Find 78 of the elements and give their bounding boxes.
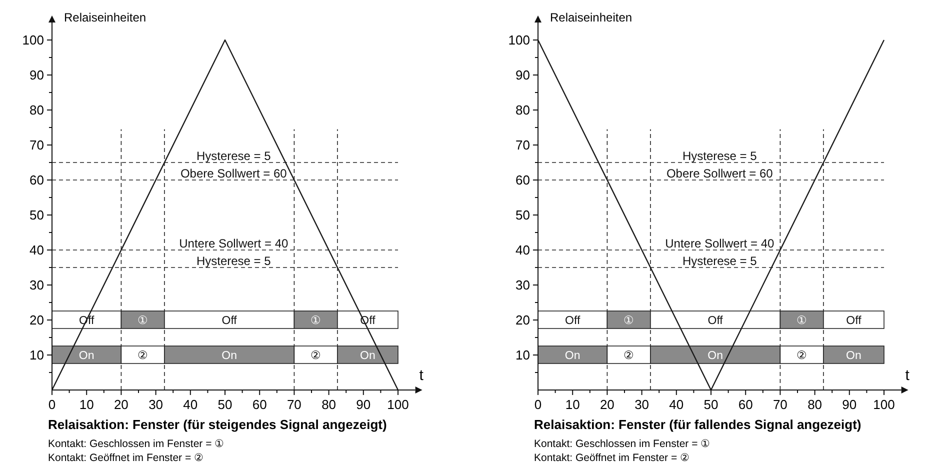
y-axis-title: Relaiseinheiten (550, 10, 632, 24)
y-tick-label: 90 (516, 68, 530, 82)
annotation: Hysterese = 5 (196, 149, 272, 163)
band-label: Off (708, 314, 724, 327)
text: Relaisaktion: Fenster (für fallendes Signal angezeigt) (534, 417, 862, 432)
y-tick-label: 30 (516, 278, 530, 292)
band-label: ② (623, 350, 634, 362)
x-tick-label: 20 (600, 397, 614, 412)
x-tick-label: 60 (252, 397, 267, 412)
x-tick-label: 90 (842, 397, 857, 412)
x-tick-label: 80 (322, 397, 336, 412)
y-tick-label: 100 (508, 32, 530, 48)
x-tick-label: 0 (48, 397, 56, 412)
y-tick-label: 50 (30, 208, 44, 222)
x-tick-label: 90 (356, 397, 371, 412)
x-tick-label: 100 (387, 397, 409, 412)
band-label: ① (796, 314, 808, 327)
x-tick-label: 20 (114, 397, 128, 412)
y-tick-label: 10 (30, 348, 44, 362)
text: Kontakt: Geöffnet im Fenster = ② (534, 452, 690, 464)
y-tick-label: 60 (30, 172, 44, 188)
y-tick-label: 70 (30, 138, 44, 152)
x-tick-label: 50 (218, 397, 232, 412)
y-tick-label: 60 (516, 172, 530, 188)
x-tick-label: 30 (148, 397, 164, 412)
x-tick-label: 10 (79, 397, 94, 412)
band-label: On (564, 350, 580, 362)
band-label: On (222, 350, 237, 362)
y-tick-label: 70 (516, 138, 530, 152)
y-axis-title: Relaiseinheiten (64, 10, 146, 24)
x-tick-label: 60 (738, 397, 753, 412)
band-label: Off (846, 314, 862, 327)
y-tick-label: 40 (516, 242, 530, 258)
text: Kontakt: Geschlossen im Fenster = ① (48, 438, 225, 450)
x-tick-label: 10 (565, 397, 580, 412)
annotation: Hysterese = 5 (682, 149, 758, 163)
x-tick-label: 40 (669, 397, 684, 412)
y-tick-label: 20 (30, 312, 44, 328)
y-tick-label: 80 (516, 102, 530, 118)
y-tick-label: 10 (516, 348, 530, 362)
x-axis-title: t (419, 367, 424, 384)
band-label: On (360, 350, 376, 362)
band-label: ② (796, 350, 808, 362)
text: Kontakt: Geschlossen im Fenster = ① (534, 438, 711, 450)
ref-line-label: Obere Sollwert = 60 (180, 166, 288, 180)
annotation: Hysterese = 5 (196, 254, 272, 268)
band-label: ① (623, 314, 634, 327)
x-tick-label: 0 (534, 397, 542, 412)
x-tick-label: 50 (704, 397, 718, 412)
y-tick-label: 20 (516, 312, 530, 328)
x-axis-title: t (905, 367, 910, 384)
band-label: Off (222, 314, 238, 327)
x-tick-label: 30 (634, 397, 650, 412)
band-label: On (708, 350, 723, 362)
y-tick-label: 40 (30, 242, 44, 258)
text: Kontakt: Geöffnet im Fenster = ② (48, 452, 204, 464)
band-label: ② (310, 350, 322, 362)
y-tick-label: 80 (30, 102, 44, 118)
ref-line-label: Untere Sollwert = 40 (179, 236, 288, 250)
y-tick-label: 30 (30, 278, 44, 292)
band-label: Off (565, 314, 581, 327)
text: Relaisaktion: Fenster (für steigendes Signal angezeigt) (48, 417, 387, 432)
y-tick-label: 100 (22, 32, 44, 48)
x-tick-label: 100 (873, 397, 895, 412)
band-label: ① (137, 314, 148, 327)
band-label: On (846, 350, 862, 362)
ref-line-label: Untere Sollwert = 40 (665, 236, 774, 250)
ref-line-label: Obere Sollwert = 60 (666, 166, 774, 180)
x-tick-label: 80 (808, 397, 822, 412)
y-tick-label: 90 (30, 68, 44, 82)
band-label: On (78, 350, 94, 362)
annotation: Hysterese = 5 (682, 254, 758, 268)
y-tick-label: 50 (516, 208, 530, 222)
x-tick-label: 70 (772, 397, 788, 412)
x-tick-label: 70 (286, 397, 302, 412)
band-label: ① (310, 314, 322, 327)
band-label: ② (137, 350, 148, 362)
x-tick-label: 40 (183, 397, 198, 412)
